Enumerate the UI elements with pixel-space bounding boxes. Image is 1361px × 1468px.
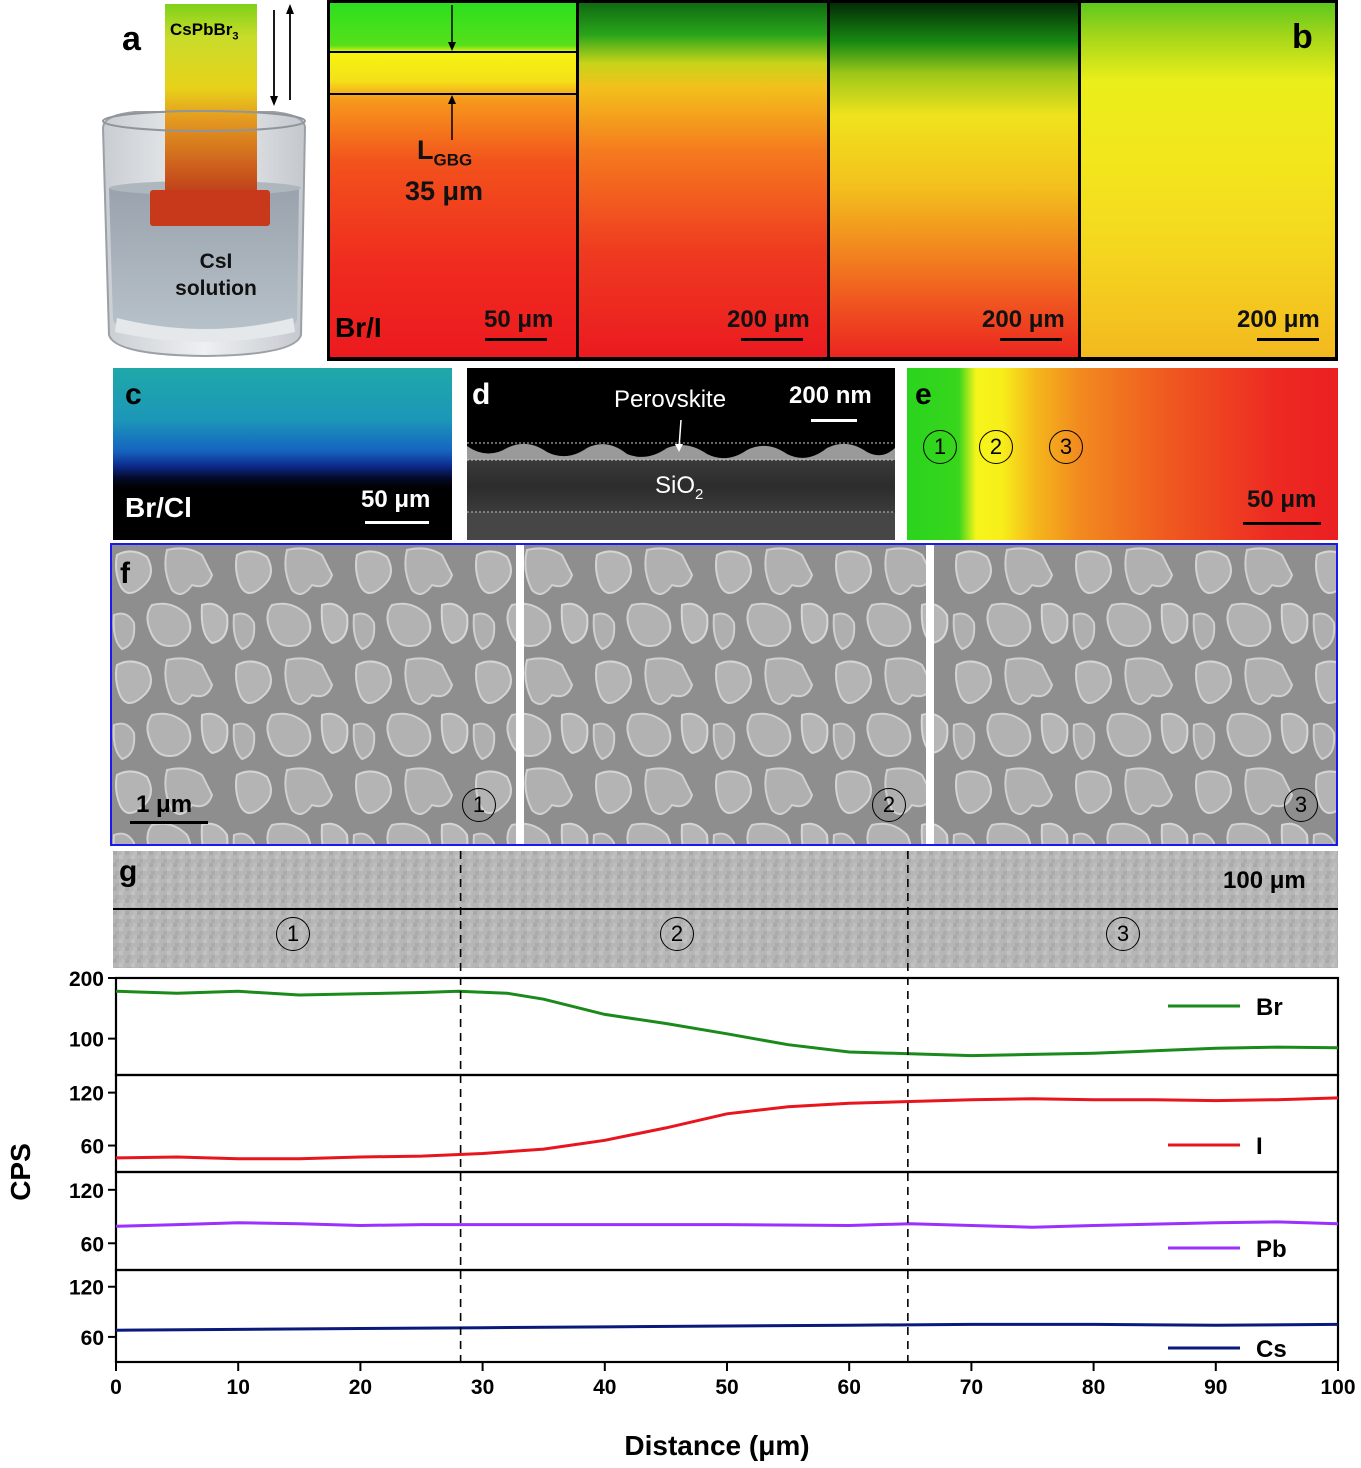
- lgbg-value: 35 μm: [405, 176, 484, 206]
- panel-d-label: d: [472, 378, 491, 411]
- x-tick-label: 0: [110, 1376, 122, 1399]
- x-tick-label: 100: [1320, 1376, 1355, 1399]
- region-label-br-i: Br/I: [335, 312, 382, 343]
- marker-2: 2: [872, 788, 906, 822]
- legend-label-cs: Cs: [1256, 1336, 1287, 1363]
- panel-g-label: g: [119, 855, 138, 888]
- panel-b-scalebar-4: [1257, 338, 1319, 341]
- x-tick-label: 70: [960, 1376, 983, 1399]
- legend-label-br: Br: [1256, 994, 1283, 1021]
- panel-e-scalebar-label: 50 μm: [1247, 486, 1317, 513]
- legend-label-i: I: [1256, 1133, 1263, 1160]
- panel-f-label: f: [120, 557, 130, 590]
- y-tick-label: 100: [69, 1029, 104, 1052]
- panel-b-scalebar-4-label: 200 μm: [1237, 306, 1320, 333]
- y-tick-label: 60: [81, 1233, 104, 1256]
- panel-a: a: [0, 0, 325, 362]
- lgbg-label: LGBG: [417, 135, 473, 170]
- panel-e: e 1 2 3 50 μm: [907, 368, 1338, 540]
- sem-grains: [112, 545, 1336, 844]
- y-tick-label: 120: [69, 1277, 104, 1300]
- panel-g-strip-texture: [113, 851, 1338, 968]
- subplot-frame-cs: [114, 1268, 1340, 1364]
- subplot-frame-pb: [114, 1170, 1340, 1272]
- panel-b-scalebar-1-label: 50 μm: [484, 306, 554, 333]
- x-tick-label: 10: [227, 1376, 250, 1399]
- sio2-label: SiO2: [655, 472, 704, 503]
- panel-f-scalebar-label: 1 μm: [136, 791, 193, 818]
- x-tick-label: 40: [593, 1376, 616, 1399]
- panel-b-scalebar-3-label: 200 μm: [982, 306, 1065, 333]
- marker-3: 3: [1284, 788, 1318, 822]
- region-label-br-cl: Br/Cl: [125, 492, 192, 523]
- panel-g-strip: g 100 μm 1 2 3: [113, 851, 1338, 968]
- sem-cross-section: [467, 419, 895, 540]
- panel-d-scalebar: [811, 419, 857, 422]
- marker-3: 3: [1049, 430, 1083, 464]
- panel-d-scalebar-label: 200 nm: [789, 382, 872, 409]
- panel-b: b LGBG 35 μm Br/I 50 μm 200 μm 200 μm 20…: [327, 0, 1338, 361]
- series-line-i: [115, 1096, 1339, 1161]
- panel-b-image-4: [1081, 3, 1335, 357]
- lgbg-arrows: [448, 5, 456, 140]
- panel-e-scalebar: [1243, 522, 1321, 525]
- x-tick-label: 30: [471, 1376, 494, 1399]
- y-tick-label: 60: [81, 1327, 104, 1350]
- panel-b-image-3: [830, 3, 1078, 357]
- panel-c-scalebar: [365, 521, 429, 524]
- x-tick-label: 20: [349, 1376, 372, 1399]
- y-tick-label: 200: [69, 968, 104, 991]
- x-tick-label: 60: [838, 1376, 861, 1399]
- panel-b-label: b: [1292, 18, 1313, 56]
- panel-c: c Br/Cl 50 μm: [113, 368, 452, 540]
- marker-3: 3: [1106, 917, 1140, 951]
- y-tick-label: 120: [69, 1083, 104, 1106]
- panel-c-label: c: [125, 378, 142, 411]
- panel-g-scalebar-label: 100 μm: [1223, 867, 1306, 894]
- panel-f: f 1 μm 1 2 3: [110, 543, 1338, 846]
- panel-b-scalebar-2-label: 200 μm: [727, 306, 810, 333]
- marker-2: 2: [660, 917, 694, 951]
- x-axis-label: Distance (μm): [624, 1430, 809, 1461]
- crystal-label: CsPbBr3: [170, 20, 239, 43]
- series-line-cs: [115, 1322, 1339, 1332]
- panel-f-scalebar: [130, 821, 208, 824]
- x-tick-label: 80: [1082, 1376, 1105, 1399]
- marker-1: 1: [462, 788, 496, 822]
- subplot-frame-br: [114, 976, 1340, 1077]
- panel-a-label: a: [122, 20, 141, 58]
- y-tick-label: 120: [69, 1180, 104, 1203]
- marker-1: 1: [923, 430, 957, 464]
- panel-b-scalebar-2: [741, 338, 803, 341]
- panel-b-scalebar-3: [1000, 338, 1062, 341]
- solution-label: CsI solution: [175, 250, 257, 300]
- panel-b-image-2: [579, 3, 827, 357]
- beaker-illustration: [101, 4, 307, 358]
- marker-2: 2: [979, 430, 1013, 464]
- series-line-br: [115, 989, 1339, 1058]
- panel-d: d Perovskite SiO2 200 nm: [467, 368, 895, 540]
- x-tick-label: 90: [1204, 1376, 1227, 1399]
- y-tick-label: 60: [81, 1136, 104, 1159]
- legend-label-pb: Pb: [1256, 1236, 1287, 1263]
- subplot-frame-i: [114, 1073, 1340, 1174]
- y-axis-label: CPS: [5, 1143, 36, 1201]
- panel-c-scalebar-label: 50 μm: [361, 486, 431, 513]
- panel-b-scalebar-1: [485, 338, 547, 341]
- perovskite-label: Perovskite: [614, 386, 727, 413]
- series-line-pb: [115, 1220, 1339, 1229]
- x-tick-label: 50: [715, 1376, 738, 1399]
- marker-1: 1: [276, 917, 310, 951]
- panel-e-label: e: [915, 378, 932, 411]
- panel-b-image-1: [330, 3, 576, 357]
